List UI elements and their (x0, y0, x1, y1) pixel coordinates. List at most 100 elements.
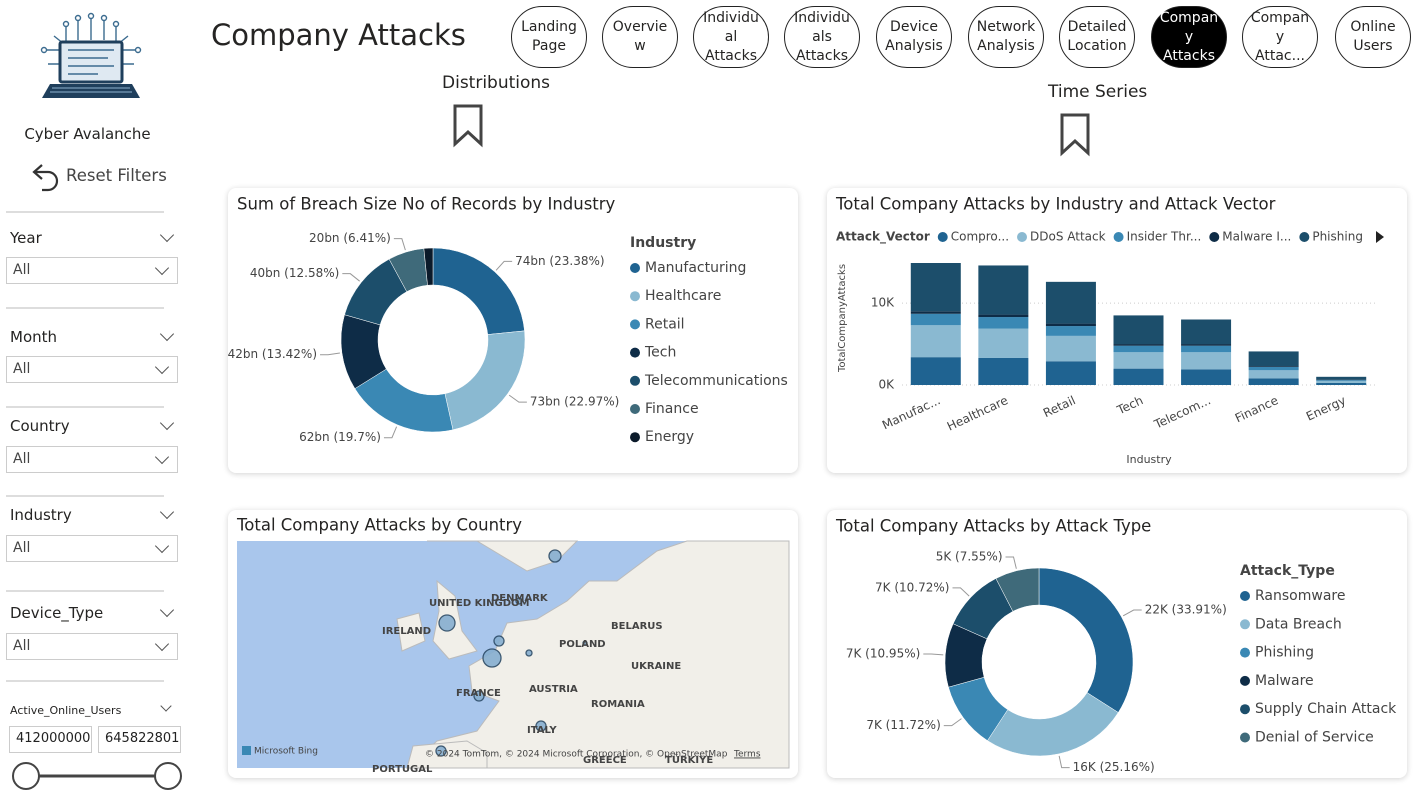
filter-value: All (13, 540, 31, 556)
range-label: Active_Online_Users (10, 704, 122, 717)
filter-dropdown[interactable]: All (6, 257, 178, 284)
nav-button[interactable]: Landing Page (511, 6, 587, 68)
chevron[interactable] (159, 326, 175, 342)
bubbles (435, 549, 588, 757)
bar-segment (1045, 335, 1096, 362)
leader-line (508, 394, 527, 403)
chevron[interactable] (160, 700, 172, 712)
bar-segment (910, 325, 961, 358)
bar-segment (1316, 382, 1367, 385)
legend-label: Healthcare (645, 288, 721, 304)
bar-segment (1045, 326, 1096, 336)
chevron (154, 636, 170, 652)
section-label: Time Series (1048, 82, 1148, 102)
range-max[interactable]: 645822801 (98, 726, 181, 753)
separator (6, 495, 164, 497)
data-label: 22K (33.91%) (1145, 603, 1227, 617)
bubble (525, 649, 533, 657)
legend-marker (1299, 232, 1310, 242)
bar-segment (1113, 344, 1164, 346)
leader-line (952, 587, 970, 597)
legend-marker (630, 375, 640, 386)
place-label: AUSTRIA (529, 684, 578, 695)
legend-label: Retail (645, 316, 685, 332)
data-label: 5K (7.55%) (936, 550, 1003, 564)
chevron (154, 449, 170, 465)
x-tick-label: Finance (1233, 393, 1281, 425)
chevron[interactable] (159, 602, 175, 618)
data-label: 74bn (23.38%) (515, 254, 604, 268)
donut-slice (987, 692, 1119, 757)
nav-button[interactable]: Device Analysis (876, 6, 952, 68)
filter-dropdown[interactable]: All (6, 535, 178, 562)
bar-segment (978, 357, 1029, 385)
data-label: 40bn (12.58%) (250, 266, 339, 280)
x-tick-label: Healthcare (945, 393, 1010, 433)
legend-label: Finance (645, 401, 699, 417)
range-min[interactable]: 412000000 (9, 726, 92, 753)
legend-marker (1240, 591, 1250, 601)
legend-label: Malware (1255, 673, 1314, 689)
nav-button[interactable]: Individual Attacks (693, 6, 769, 68)
bar-segment (1113, 368, 1164, 385)
legend-label: Supply Chain Attack (1255, 701, 1397, 717)
place-label: BELARUS (611, 621, 663, 632)
nav-button[interactable]: Company Attacks (1151, 6, 1227, 68)
nav-button[interactable]: Network Analysis (968, 6, 1044, 68)
map-terms[interactable]: Terms (733, 750, 761, 760)
x-axis-label: Industry (1126, 453, 1172, 466)
legend-title: Attack_Type (1240, 563, 1335, 579)
map: UNITED KINGDOM IRELAND DENMARK POLAND BE… (237, 540, 790, 775)
place-labels: UNITED KINGDOM IRELAND DENMARK POLAND BE… (372, 593, 713, 775)
place-label: PORTUGAL (372, 764, 433, 775)
reset-filters[interactable]: Reset Filters (66, 166, 167, 185)
bar-segment (1248, 351, 1299, 367)
leader-line (943, 718, 962, 727)
bar-segment (910, 311, 961, 314)
slider-handle[interactable] (154, 762, 182, 790)
bookmark-icon[interactable] (1059, 113, 1093, 157)
land (427, 540, 579, 572)
bar-segment (1181, 345, 1232, 353)
nav-button[interactable]: Overview (602, 6, 678, 68)
nav-button[interactable]: Individuals Attacks (784, 6, 860, 68)
nav-button[interactable]: Company Attac... (1242, 6, 1318, 68)
filter-dropdown[interactable]: All (6, 633, 178, 660)
nav-button[interactable]: Detailed Location (1059, 6, 1135, 68)
slider-handle[interactable] (12, 762, 40, 790)
filter-value: All (13, 262, 31, 278)
chevron[interactable] (159, 415, 175, 431)
chevron (154, 538, 170, 554)
filter-dropdown[interactable]: All (6, 356, 178, 383)
bookmark-icon[interactable] (452, 104, 486, 148)
data-label: 7K (10.72%) (875, 580, 949, 594)
legend-label: DDoS Attack (1030, 230, 1106, 244)
separator (6, 211, 164, 213)
nav-button[interactable]: Online Users (1335, 6, 1411, 68)
reset-icon[interactable] (30, 160, 62, 192)
chart-card: Total Company Attacks by Attack Type 22K … (827, 510, 1407, 778)
brand: Cyber Avalanche (24, 125, 151, 143)
legend-marker (630, 263, 640, 273)
chevron[interactable] (159, 227, 175, 243)
page-title: Company Attacks (211, 18, 466, 52)
filter-label: Country (10, 417, 70, 435)
filter-dropdown[interactable]: All (6, 446, 178, 473)
data-label: 42bn (13.42%) (228, 347, 317, 361)
bing-logo (242, 746, 251, 755)
filter-value: All (13, 361, 31, 377)
range-slider[interactable] (8, 760, 188, 792)
donut-slice (995, 567, 1040, 612)
data-label: 7K (10.95%) (846, 647, 920, 661)
place-label: GREECE (583, 755, 627, 766)
legend-marker (1240, 619, 1250, 630)
leader-line (1005, 556, 1017, 569)
legend-next[interactable] (1376, 231, 1384, 243)
leader-line (320, 352, 340, 356)
chevron[interactable] (159, 504, 175, 520)
legend-label: Denial of Service (1255, 730, 1374, 746)
data-label: 73bn (22.97%) (530, 395, 619, 409)
separator (6, 590, 164, 592)
bubble (548, 549, 562, 563)
